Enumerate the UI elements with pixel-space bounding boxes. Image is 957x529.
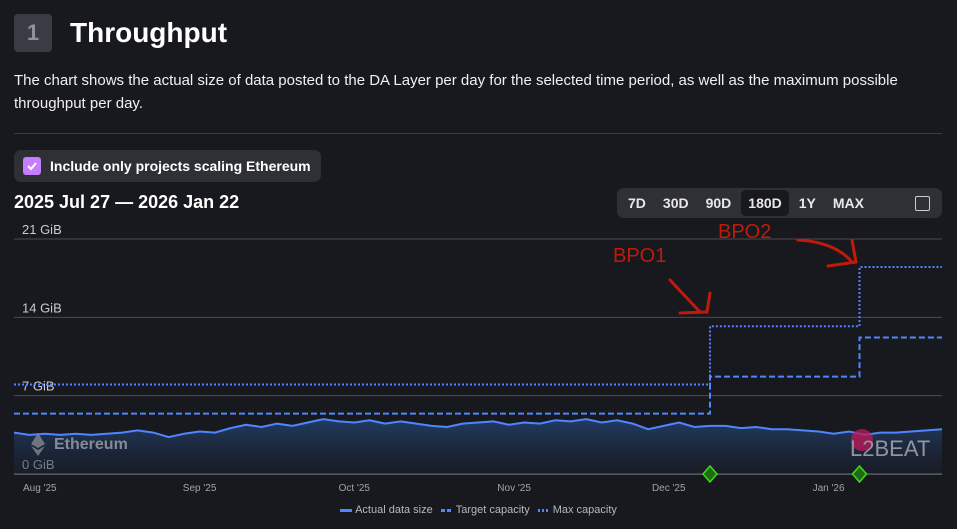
date-range: 2025 Jul 27 — 2026 Jan 22 [14, 192, 240, 212]
filter-label: Include only projects scaling Ethereum [50, 158, 311, 174]
range-max-button[interactable]: MAX [832, 195, 864, 211]
max-capacity-line [14, 265, 942, 386]
bpo2-arrow [796, 238, 858, 268]
bpo1-label: BPO1 [613, 245, 666, 267]
range-30d-button[interactable]: 30D [662, 195, 689, 211]
calendar-icon[interactable] [915, 195, 930, 211]
legend-actual[interactable]: Actual data size [340, 504, 433, 516]
y-tick-label: 21 GiB [22, 222, 62, 237]
legend: Actual data size Target capacity Max cap… [0, 504, 957, 516]
range-1y-button[interactable]: 1Y [798, 195, 816, 211]
range-90d-button[interactable]: 90D [705, 195, 732, 211]
scaling-ethereum-filter[interactable]: Include only projects scaling Ethereum [14, 150, 321, 182]
checkbox-checked-icon[interactable] [23, 157, 41, 175]
annotations: BPO1 BPO2 [613, 221, 858, 315]
logo-text: L2BEAT [850, 436, 930, 461]
watermark-text: Ethereum [54, 436, 128, 453]
event-marker-bpo2[interactable] [851, 464, 868, 484]
x-tick-label: Jan '26 [813, 483, 845, 494]
x-tick-label: Oct '25 [339, 483, 371, 494]
y-tick-label: 7 GiB [22, 379, 55, 394]
section-number: 1 [14, 14, 52, 52]
legend-max[interactable]: Max capacity [537, 504, 617, 516]
ethereum-watermark: Ethereum [31, 433, 128, 456]
page-title: Throughput [70, 17, 228, 48]
actual-data-line [13, 418, 943, 439]
x-tick-label: Aug '25 [23, 483, 57, 494]
y-tick-label: 14 GiB [22, 300, 62, 315]
time-range-selector: 7D 30D 90D 180D 1Y MAX [617, 188, 942, 218]
bpo1-arrow [668, 278, 712, 315]
target-capacity-line [14, 336, 942, 415]
x-tick-label: Nov '25 [497, 483, 531, 494]
range-7d-button[interactable]: 7D [628, 195, 646, 211]
x-tick-label: Sep '25 [183, 483, 217, 494]
legend-target[interactable]: Target capacity [440, 504, 530, 516]
actual-data-area [14, 419, 942, 474]
bpo2-label: BPO2 [718, 221, 771, 243]
range-180d-button[interactable]: 180D [741, 190, 789, 216]
divider [14, 133, 942, 134]
l2beat-logo: L2BEAT [850, 429, 930, 461]
section-description: The chart shows the actual size of data … [14, 72, 898, 112]
event-marker-bpo1[interactable] [702, 464, 718, 484]
x-tick-label: Dec '25 [652, 483, 686, 494]
